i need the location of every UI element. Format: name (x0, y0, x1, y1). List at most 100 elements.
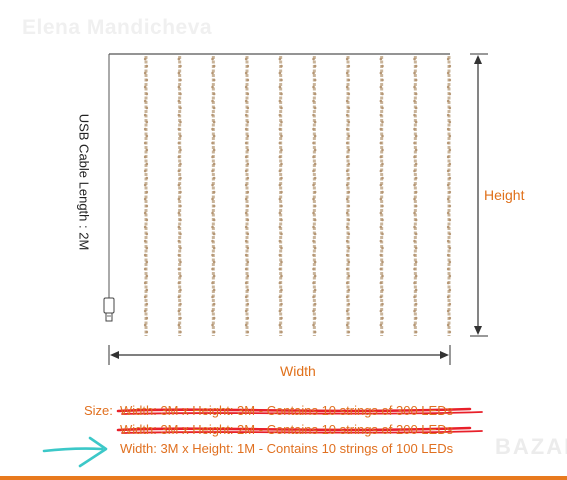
led-bulb (379, 267, 383, 271)
led-bulb (312, 127, 315, 131)
led-bulb (246, 148, 250, 152)
led-bulb (312, 323, 315, 327)
led-bulb (448, 232, 452, 236)
led-bulb (347, 134, 351, 138)
led-bulb (313, 134, 317, 138)
led-bulb (211, 99, 214, 103)
size-option-3m-x-2m: Width: 3M x Height: 2M - Contains 10 str… (120, 422, 454, 437)
usb-plug-tip (105, 312, 113, 322)
led-bulb (345, 225, 349, 229)
led-bulb (313, 120, 317, 124)
led-bulb (312, 155, 315, 159)
led-bulb (313, 190, 317, 194)
led-bulb (448, 162, 452, 166)
led-bulb (448, 274, 452, 278)
led-bulb (278, 309, 282, 313)
led-bulb (244, 239, 248, 243)
led-bulb (347, 232, 351, 236)
led-bulb (145, 232, 149, 236)
led-bulb (145, 260, 149, 264)
led-bulb (145, 218, 149, 222)
led-bulb (413, 127, 416, 131)
led-bulb (347, 78, 351, 82)
led-bulb (446, 295, 450, 299)
led-bulb (143, 155, 147, 159)
led-bulb (379, 141, 383, 145)
led-bulb (278, 113, 282, 117)
led-bulb (211, 141, 214, 145)
led-bulb (381, 260, 384, 264)
led-bulb (413, 295, 416, 299)
led-bulb (413, 309, 416, 313)
led-bulb (280, 148, 283, 152)
led-bulb (244, 141, 248, 145)
led-bulb (345, 239, 349, 243)
led-bulb (246, 176, 250, 180)
led-bulb (448, 92, 452, 96)
led-bulb (313, 106, 317, 110)
led-bulb (278, 267, 282, 271)
led-bulb (278, 239, 282, 243)
led-bulb (381, 316, 384, 320)
led-bulb (312, 113, 315, 117)
led-bulb (143, 141, 147, 145)
led-bulb (244, 309, 248, 313)
led-bulb (312, 225, 315, 229)
led-bulb (177, 57, 181, 61)
led-bulb (381, 274, 384, 278)
led-bulb (448, 106, 452, 110)
height-arrowhead-down (474, 326, 482, 335)
led-bulb (246, 246, 250, 250)
led-bulb (280, 190, 283, 194)
led-bulb (379, 323, 383, 327)
led-bulb (212, 106, 216, 110)
led-bulb (413, 323, 416, 327)
strike-line-second-pass (121, 430, 483, 434)
led-bulb (414, 274, 418, 278)
led-string (413, 56, 418, 336)
led-bulb (448, 120, 452, 124)
led-bulb (179, 162, 182, 166)
led-bulb (143, 239, 147, 243)
led-bulb (280, 162, 283, 166)
led-bulb (179, 78, 182, 82)
led-bulb (244, 99, 248, 103)
led-bulb (381, 120, 384, 124)
led-string (143, 56, 149, 336)
led-bulb (414, 148, 418, 152)
led-bulb (143, 253, 147, 257)
led-bulb (280, 232, 283, 236)
led-bulb (278, 127, 282, 131)
led-bulb (448, 204, 452, 208)
led-bulb (414, 134, 418, 138)
led-bulb (312, 295, 315, 299)
led-bulb (280, 316, 283, 320)
led-bulb (313, 288, 317, 292)
led-bulb (280, 106, 283, 110)
led-bulb (312, 85, 315, 89)
led-bulb (312, 57, 315, 61)
led-bulb (446, 141, 450, 145)
led-bulb (280, 64, 283, 68)
led-bulb (278, 99, 282, 103)
led-bulb (246, 120, 250, 124)
led-bulb (414, 64, 418, 68)
led-bulb (244, 57, 248, 61)
led-bulb (345, 85, 349, 89)
led-strings (143, 56, 452, 336)
led-bulb (414, 106, 418, 110)
led-bulb (211, 267, 214, 271)
led-bulb (143, 85, 147, 89)
led-bulb (212, 92, 216, 96)
led-bulb (347, 148, 351, 152)
led-bulb (446, 309, 450, 313)
led-bulb (313, 78, 317, 82)
led-bulb (177, 197, 181, 201)
led-bulb (379, 183, 383, 187)
led-bulb (177, 127, 181, 131)
led-bulb (381, 78, 384, 82)
led-bulb (212, 78, 216, 82)
led-bulb (211, 225, 214, 229)
led-bulb (313, 92, 317, 96)
